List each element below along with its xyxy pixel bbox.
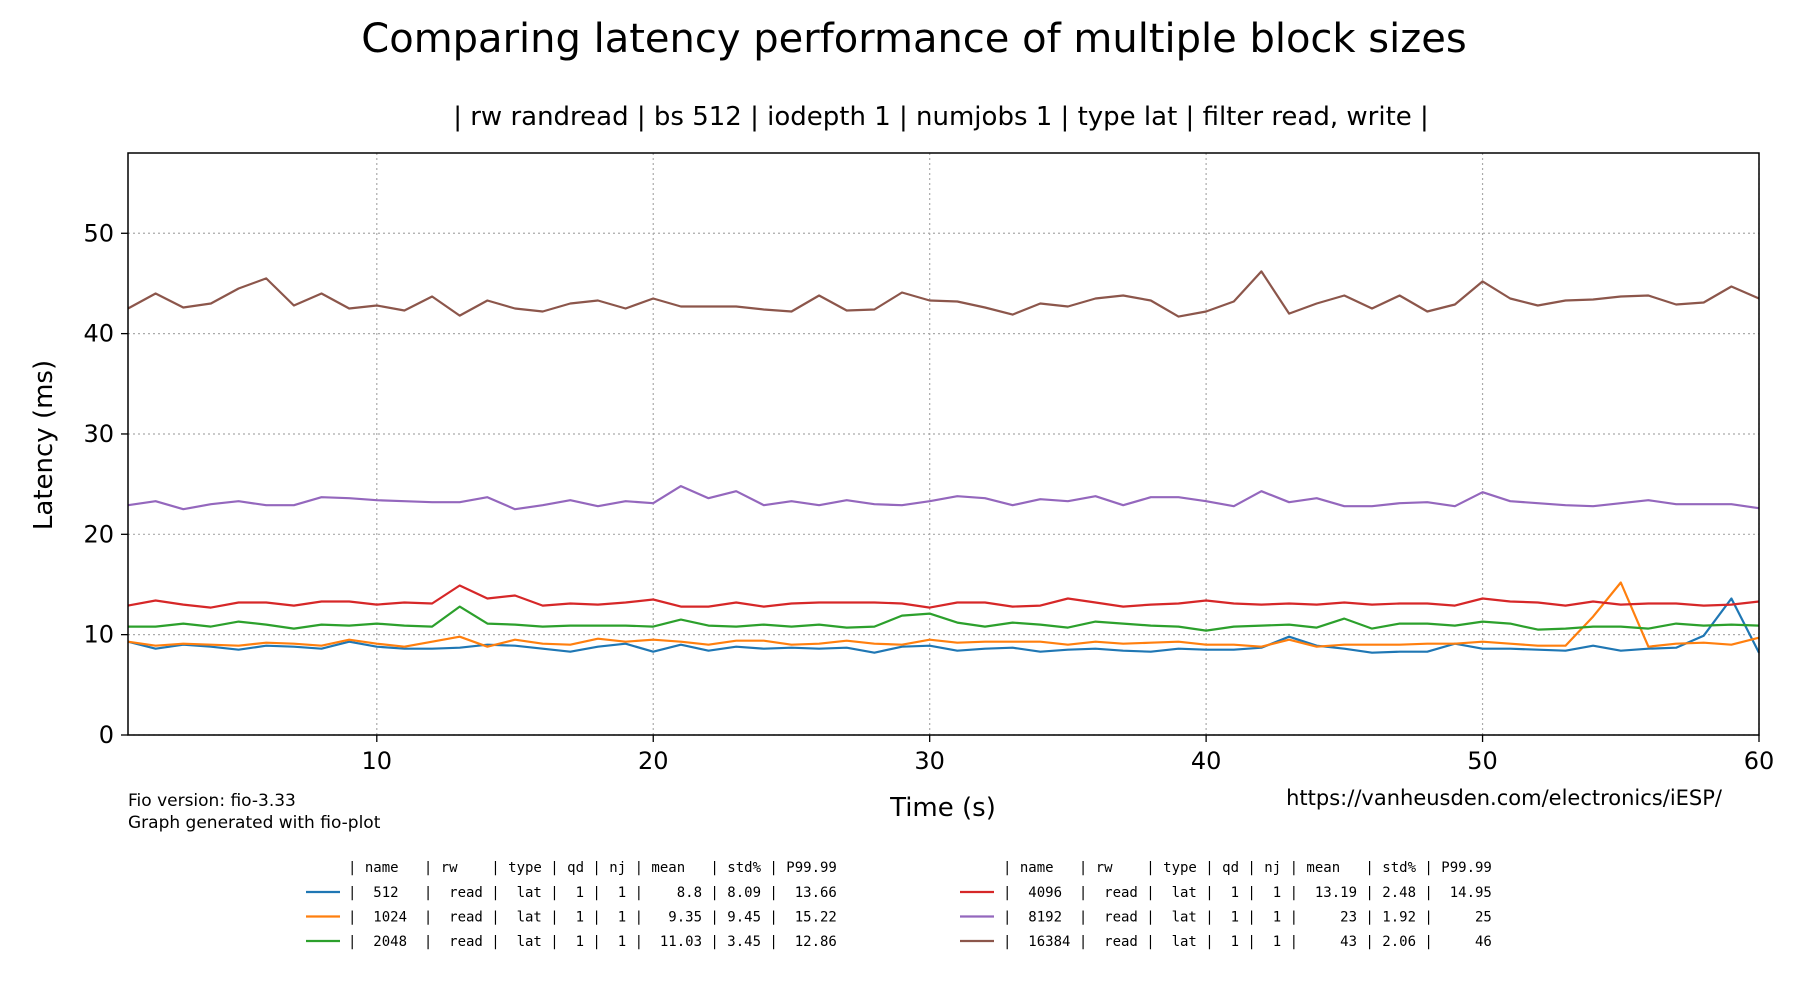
chart-subtitle: | rw randread | bs 512 | iodepth 1 | num… (453, 102, 1429, 132)
y-axis-label: Latency (ms) (29, 360, 59, 530)
y-tick-label: 50 (83, 219, 114, 247)
series-line-4096 (127, 584, 1760, 609)
legend-entry: | 8192 | read | lat | 1 | 1 | 23 | 1.92 … (1003, 910, 1492, 926)
y-tick-label: 10 (83, 621, 114, 649)
legend-entry: | 1024 | read | lat | 1 | 1 | 9.35 | 9.4… (348, 910, 837, 926)
x-tick-label: 40 (1191, 747, 1222, 775)
series-line-512 (127, 597, 1760, 654)
y-tick-label: 40 (83, 320, 114, 348)
series-lines (127, 270, 1760, 654)
legend-entry: | 512 | read | lat | 1 | 1 | 8.8 | 8.09 … (348, 885, 837, 901)
chart-title: Comparing latency performance of multipl… (361, 16, 1466, 62)
legend-entry: | 2048 | read | lat | 1 | 1 | 11.03 | 3.… (348, 934, 837, 950)
x-tick-label: 10 (362, 747, 393, 775)
legend-entry: | 16384 | read | lat | 1 | 1 | 43 | 2.06… (1003, 934, 1492, 950)
series-line-1024 (127, 581, 1760, 648)
x-tick-label: 30 (914, 747, 945, 775)
plot-frame (127, 152, 1760, 736)
x-axis-label: Time (s) (889, 793, 996, 823)
legend-entry: | 4096 | read | lat | 1 | 1 | 13.19 | 2.… (1003, 885, 1492, 901)
x-tick-label: 60 (1744, 747, 1775, 775)
source-url: https://vanheusden.com/electronics/iESP/ (1286, 786, 1723, 810)
x-tick-label: 50 (1467, 747, 1498, 775)
y-tick-label: 20 (83, 520, 114, 548)
generator-note: Graph generated with fio-plot (128, 813, 381, 833)
fio-version-note: Fio version: fio-3.33 (128, 791, 296, 811)
series-line-16384 (127, 270, 1760, 318)
y-tick-label: 0 (99, 721, 114, 749)
series-line-2048 (128, 605, 1760, 632)
y-tick-label: 30 (83, 420, 114, 448)
axis-ticks: 10 20 30 40 50 60 0 10 20 30 40 50 (83, 219, 1774, 775)
legend-header: | name | rw | type | qd | nj | mean | st… (348, 860, 837, 876)
x-tick-label: 20 (638, 747, 669, 775)
legend-table: | name | rw | type | qd | nj | mean | st… (306, 860, 1492, 950)
legend-header: | name | rw | type | qd | nj | mean | st… (1003, 860, 1492, 876)
series-line-8192 (127, 485, 1760, 511)
